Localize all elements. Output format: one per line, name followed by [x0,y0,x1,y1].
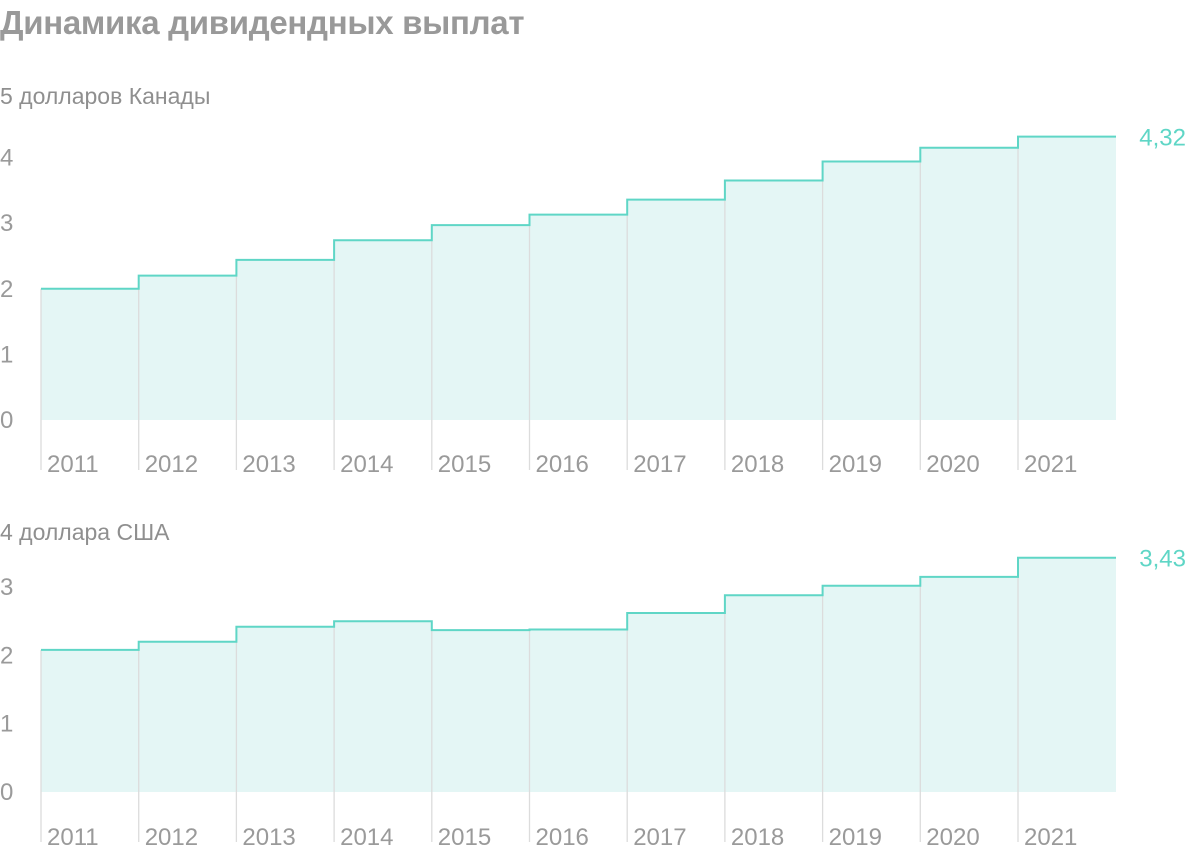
chart-1-area [41,136,1116,420]
chart-1-ytick-1: 1 [0,341,13,368]
chart-2-ytick-2: 2 [0,642,13,669]
chart-2-xtick-2011: 2011 [47,824,99,851]
chart-1-xtick-2021: 2021 [1024,451,1077,478]
chart-1-subtitle: 5 долларов Канады [0,83,210,109]
chart-2-subtitle: 4 доллара США [0,519,170,545]
chart-1-xtick-2015: 2015 [438,451,491,478]
chart-2-xtick-2021: 2021 [1024,824,1077,851]
chart-1-ytick-4: 4 [0,145,13,172]
page-title: Динамика дивидендных выплат [0,4,525,41]
chart-1-line [41,135,1116,290]
chart-1-xtick-2011: 2011 [47,451,99,478]
chart-2-xtick-2013: 2013 [242,824,295,851]
chart-1-xtick-2019: 2019 [829,451,882,478]
chart-2-xtick-2015: 2015 [438,824,491,851]
chart-2-line [41,556,1116,651]
chart-1-xtick-2020: 2020 [926,451,979,478]
chart-2-ytick-1: 1 [0,711,13,738]
chart-2-xtick-2016: 2016 [536,824,589,851]
chart-1-xtick-2016: 2016 [536,451,589,478]
chart-1-xtick-2018: 2018 [731,451,784,478]
chart-1-xtick-2013: 2013 [242,451,295,478]
chart-2-xtick-2012: 2012 [145,824,198,851]
chart-2-ytick-0: 0 [0,779,13,806]
chart-1-ytick-2: 2 [0,276,13,303]
chart-1-ytick-0: 0 [0,407,13,434]
chart-2-xtick-2020: 2020 [926,824,979,851]
chart-2-xtick-2019: 2019 [829,824,882,851]
chart-2-area [41,557,1116,792]
chart-2-ytick-3: 3 [0,574,13,601]
chart-2-end-value: 3,43 [1139,546,1186,573]
chart-1-xtick-2012: 2012 [145,451,198,478]
chart-1-end-value: 4,32 [1139,125,1186,152]
chart-1-xtick-2017: 2017 [633,451,686,478]
chart-1-ytick-3: 3 [0,210,13,237]
chart-2-xtick-2018: 2018 [731,824,784,851]
chart-1-xtick-2014: 2014 [340,451,393,478]
chart-2-xtick-2017: 2017 [633,824,686,851]
chart-2-xtick-2014: 2014 [340,824,393,851]
